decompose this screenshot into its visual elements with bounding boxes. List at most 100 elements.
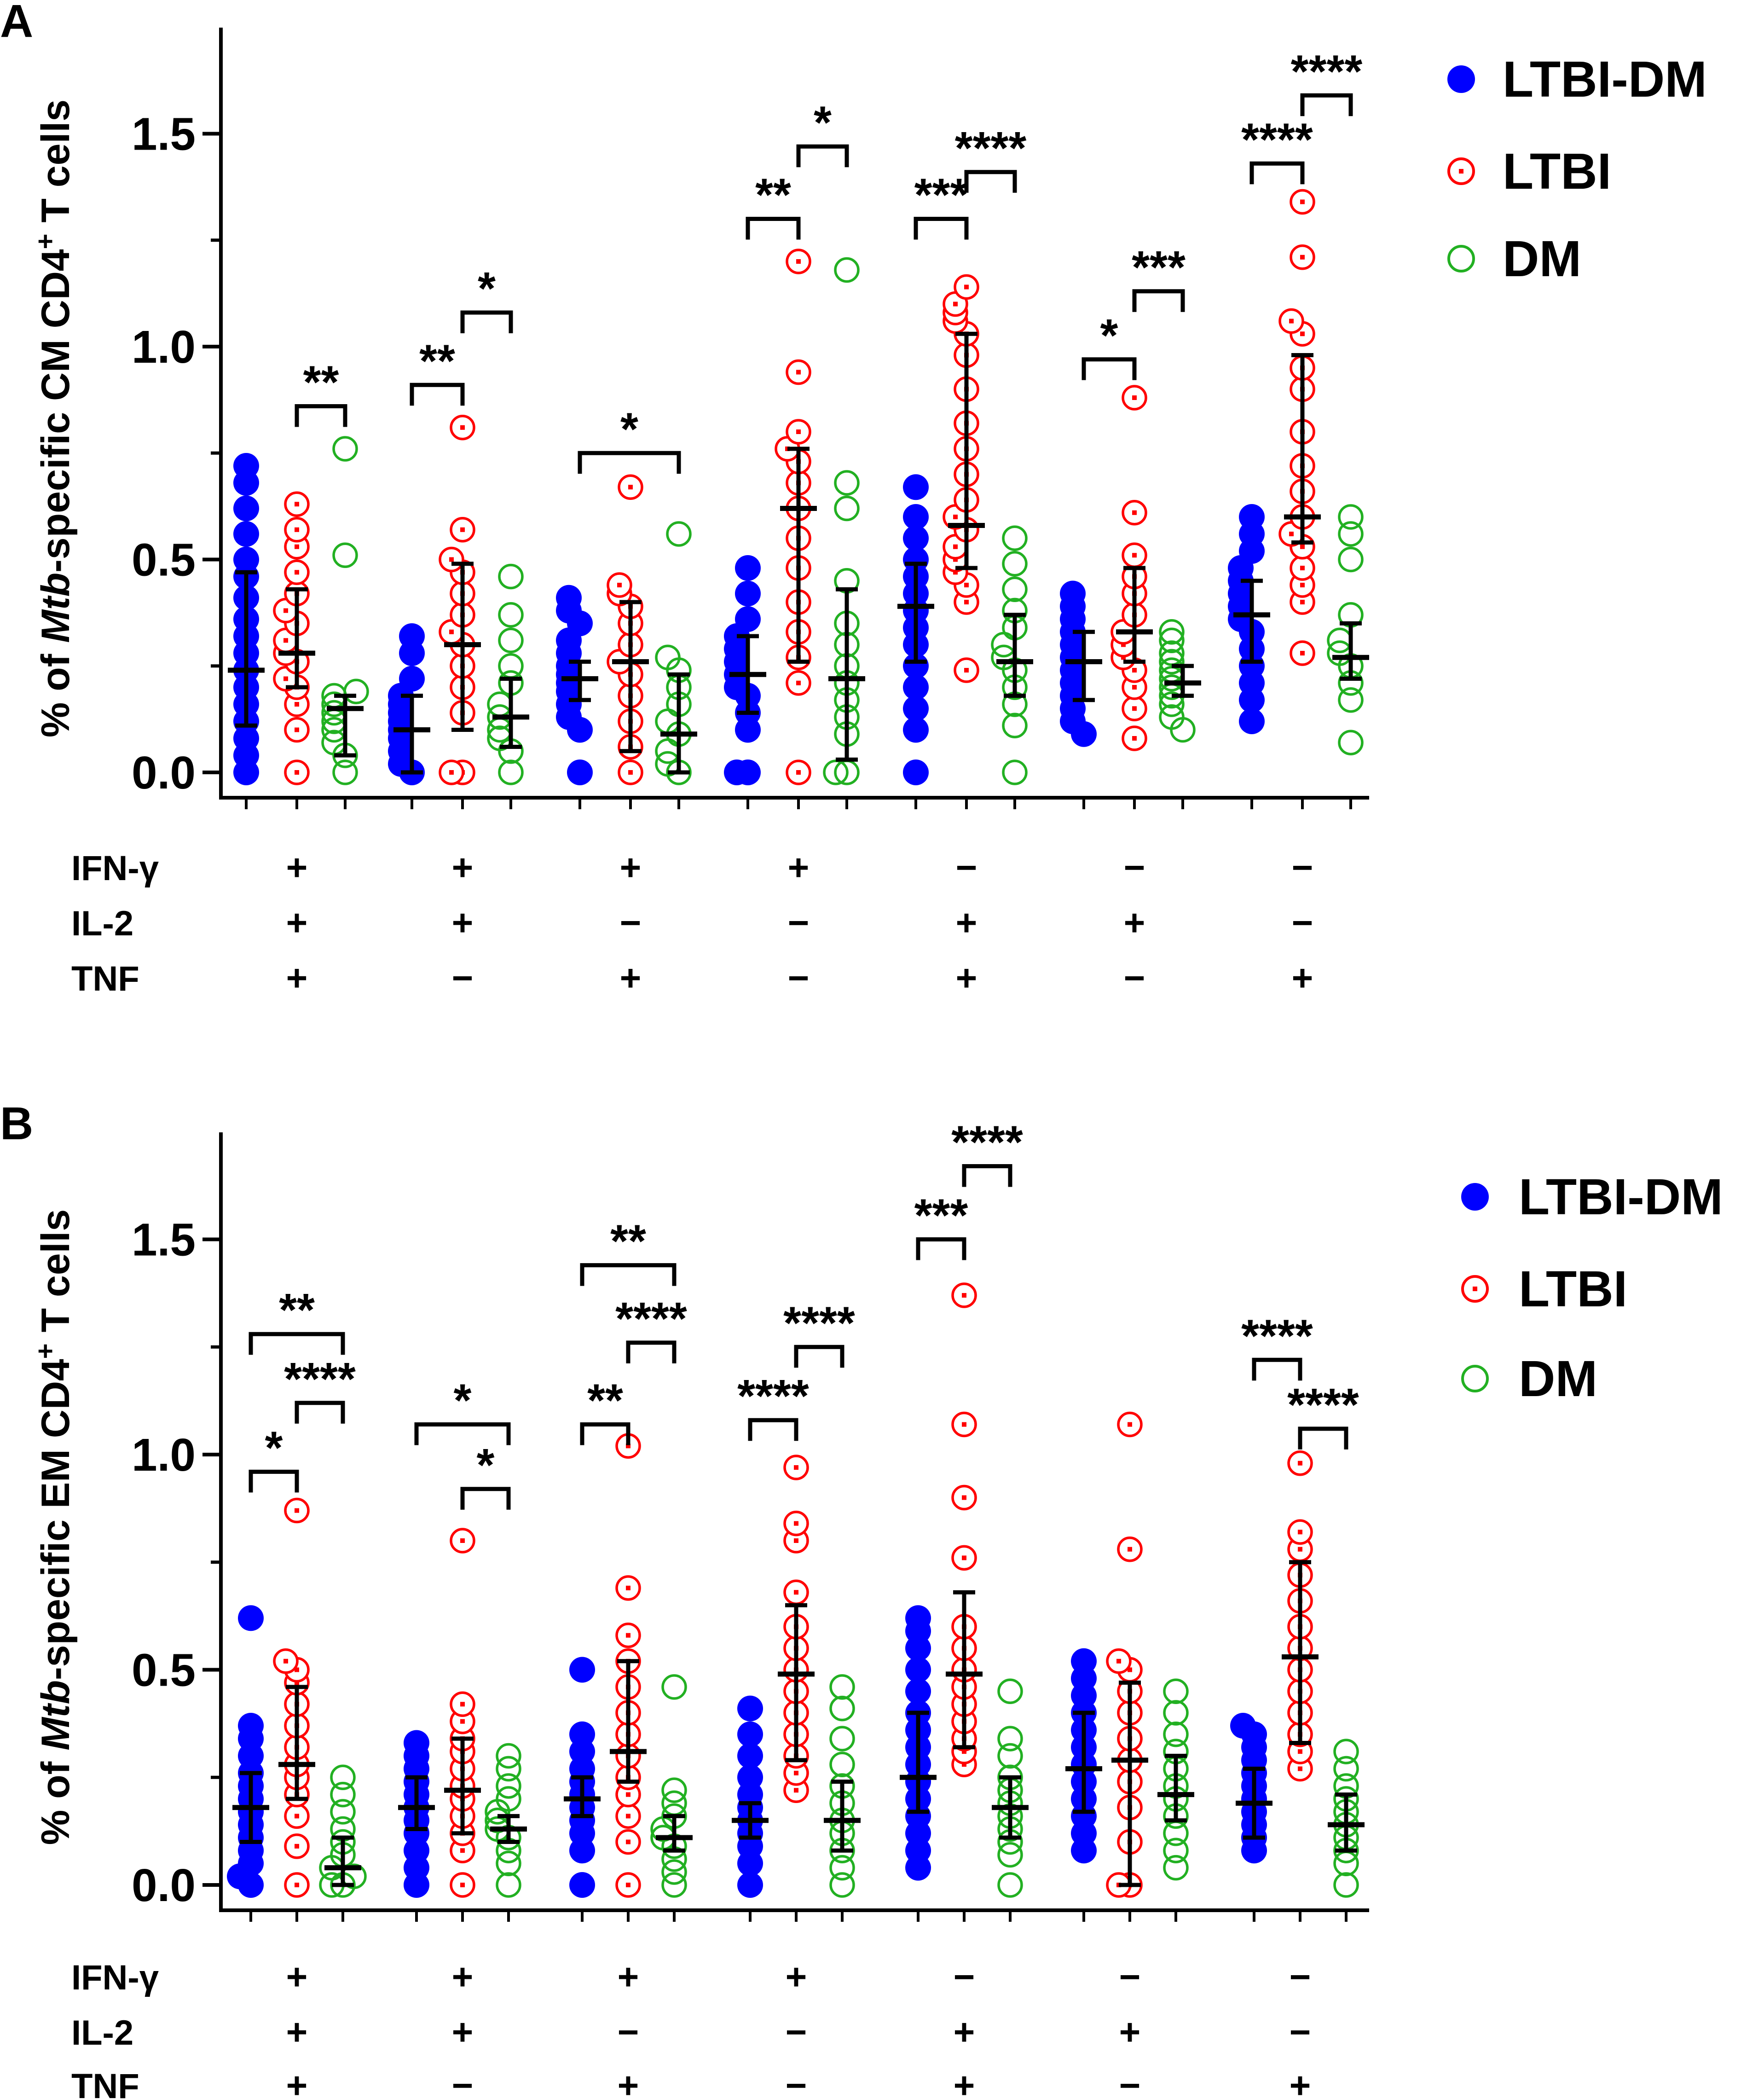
point-ltbi-center <box>962 1762 966 1767</box>
point-dm <box>1338 687 1364 713</box>
point-dm <box>330 1799 356 1825</box>
point-ltbi-center <box>953 515 958 519</box>
point-ltbi-center <box>295 570 299 575</box>
point-ltbi-center <box>283 608 288 613</box>
point-ltbi-center <box>1289 319 1294 324</box>
point-ltbi-dm <box>903 525 929 551</box>
group-7: **** **** − − + <box>1228 46 1369 998</box>
legend-marker-ltbi-dm <box>1461 1183 1489 1211</box>
point-ltbi-dm <box>903 674 929 700</box>
point-ltbi-dm <box>903 653 929 679</box>
panel-label: A <box>0 0 33 47</box>
point-dm <box>661 1777 687 1803</box>
point-ltbi-center <box>1300 255 1305 260</box>
point-ltbi-center <box>964 600 969 604</box>
point-ltbi-center <box>796 680 801 685</box>
point-dm <box>330 1781 356 1808</box>
legend-marker-dm <box>1447 245 1475 273</box>
point-dm <box>1338 521 1364 547</box>
point-ltbi-center <box>295 527 299 532</box>
significance-bracket <box>964 170 1017 193</box>
significance-label: **** <box>1287 1379 1359 1431</box>
point-ltbi-center <box>794 1521 798 1526</box>
point-ltbi-dm <box>233 453 259 479</box>
point-dm <box>496 1850 521 1876</box>
point-dm <box>829 1695 855 1722</box>
cytokine-sign: − <box>956 847 977 888</box>
point-ltbi-dm <box>1239 504 1265 530</box>
point-ltbi-center <box>626 1792 630 1797</box>
significance-bracket <box>580 1422 630 1445</box>
significance-bracket <box>1132 289 1185 312</box>
point-ltbi-dm <box>905 1605 931 1631</box>
point-dm <box>997 1842 1023 1868</box>
cytokine-row-label: TNF <box>71 959 139 998</box>
point-dm <box>997 1726 1023 1751</box>
point-ltbi-dm <box>233 521 259 547</box>
significance-bracket <box>414 1422 511 1445</box>
group-5: *******−++ <box>900 1117 1029 2099</box>
point-ltbi-dm <box>737 1743 763 1769</box>
point-ltbi-dm <box>737 1695 763 1722</box>
point-ltbi-center <box>449 629 454 634</box>
point-ltbi-center <box>794 1788 798 1793</box>
point-ltbi-center <box>1298 1766 1302 1771</box>
point-ltbi-center <box>460 1702 465 1707</box>
cytokine-sign: − <box>786 2065 807 2099</box>
significance-bracket <box>748 1418 798 1441</box>
point-ltbi-center <box>295 1667 299 1672</box>
y-axis-title: % of Mtb-specific EM CD4+ T cells <box>30 1209 78 1845</box>
cytokine-sign: + <box>286 847 308 888</box>
point-ltbi-dm <box>735 580 761 607</box>
point-dm <box>1163 1678 1189 1704</box>
point-dm <box>332 436 358 462</box>
point-ltbi-dm <box>903 760 929 785</box>
point-ltbi-center <box>460 1538 465 1543</box>
cytokine-sign: − <box>618 2012 639 2053</box>
point-dm <box>1163 1838 1189 1863</box>
significance-label: * <box>814 97 832 148</box>
cytokine-sign: + <box>452 1956 474 1997</box>
cytokine-sign: + <box>620 847 642 888</box>
point-ltbi-center <box>628 485 633 490</box>
significance-label: * <box>620 403 638 455</box>
cytokine-sign: − <box>1292 847 1313 888</box>
significance-bracket <box>249 1332 345 1355</box>
point-dm <box>1338 546 1364 573</box>
point-ltbi-center <box>953 544 958 549</box>
point-dm <box>829 1872 855 1898</box>
point-ltbi-dm <box>1060 580 1086 607</box>
point-ltbi-center <box>1132 685 1137 690</box>
significance-label: **** <box>1241 1310 1313 1362</box>
significance-label: **** <box>1241 114 1313 165</box>
point-ltbi-center <box>449 557 454 562</box>
cytokine-sign: + <box>452 2012 474 2053</box>
point-ltbi-dm <box>903 546 929 573</box>
cytokine-sign: − <box>620 902 642 943</box>
point-ltbi-center <box>953 302 958 307</box>
legend-marker-ltbi-center <box>1459 169 1463 174</box>
significance-bracket <box>794 1345 844 1368</box>
point-ltbi-center <box>460 527 465 532</box>
cytokine-sign: + <box>620 957 642 998</box>
point-ltbi-dm <box>567 760 593 785</box>
point-ltbi-center <box>1300 651 1305 655</box>
point-ltbi-center <box>1132 395 1137 400</box>
point-dm <box>1002 576 1028 602</box>
cytokine-sign: − <box>1124 957 1145 998</box>
point-ltbi-center <box>1298 1749 1302 1754</box>
significance-label: ** <box>279 1284 315 1336</box>
point-ltbi-center <box>283 676 288 681</box>
point-dm <box>1333 1850 1359 1876</box>
point-ltbi-center <box>794 1538 798 1543</box>
cytokine-sign: − <box>954 1956 975 1997</box>
point-ltbi-center <box>794 1465 798 1470</box>
point-dm <box>496 1773 521 1799</box>
point-dm <box>1159 619 1185 645</box>
significance-bracket <box>460 1487 511 1510</box>
point-dm <box>496 1743 521 1769</box>
cytokine-sign: + <box>452 902 474 943</box>
point-dm <box>1159 649 1185 675</box>
significance-label: **** <box>783 1297 855 1349</box>
point-dm <box>1163 1722 1189 1747</box>
